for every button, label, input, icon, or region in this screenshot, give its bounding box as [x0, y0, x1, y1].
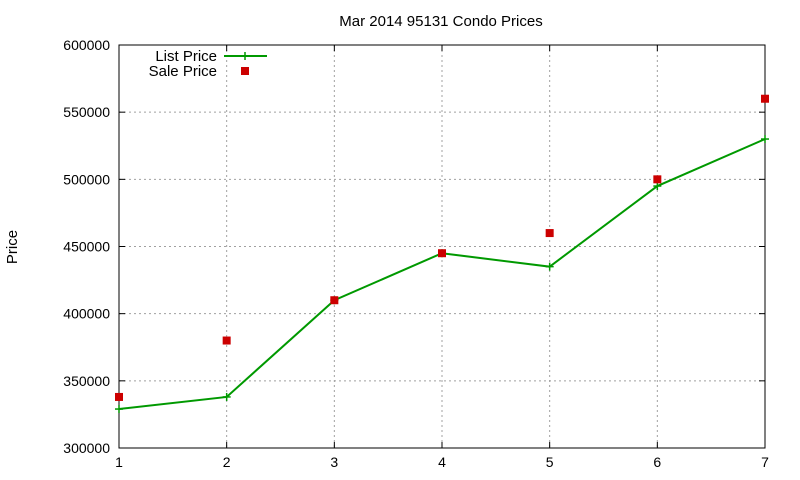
series-layer [115, 94, 769, 414]
y-tick-label: 300000 [63, 440, 110, 456]
list-price-point [761, 135, 769, 144]
sale-price-point [330, 296, 339, 305]
list-price-point [545, 262, 554, 271]
sale-price-point [438, 249, 446, 258]
y-tick-label: 600000 [63, 37, 110, 53]
list-price-point [653, 182, 662, 191]
x-tick-label: 6 [653, 454, 661, 470]
y-tick-label: 400000 [63, 306, 110, 322]
chart-title: Mar 2014 95131 Condo Prices [339, 13, 542, 30]
y-axis-label: Price [4, 230, 21, 264]
y-tick-label: 450000 [63, 239, 110, 255]
x-tick-label: 4 [438, 454, 446, 470]
axis-ticks: 300000 350000 400000 450000 500000 550000 6000… [63, 37, 769, 470]
x-tick-label: 7 [761, 454, 769, 470]
x-tick-label: 3 [330, 454, 338, 470]
sale-price-point [115, 392, 123, 401]
x-tick-label: 1 [115, 454, 123, 470]
y-tick-label: 500000 [63, 171, 110, 187]
sale-price-point [653, 175, 662, 184]
legend-sample-sale-price [241, 67, 249, 75]
gridlines [119, 45, 765, 448]
y-tick-label: 350000 [63, 373, 110, 389]
list-price-point [222, 392, 231, 401]
legend-label-sale-price: Sale Price [149, 63, 217, 80]
y-tick-label: 550000 [63, 104, 110, 120]
legend: List Price Sale Price [149, 48, 267, 80]
sale-price-point [761, 94, 769, 103]
sale-price-point [545, 229, 554, 238]
legend-label-list-price: List Price [155, 48, 217, 65]
sale-price-point [222, 336, 231, 345]
x-tick-label: 2 [223, 454, 231, 470]
list-price-point [115, 405, 123, 414]
x-tick-label: 5 [546, 454, 554, 470]
